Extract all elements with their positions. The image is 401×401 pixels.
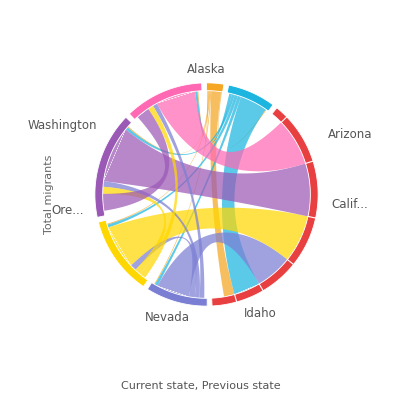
Polygon shape bbox=[103, 109, 169, 211]
Polygon shape bbox=[218, 92, 267, 148]
Polygon shape bbox=[128, 91, 209, 154]
Polygon shape bbox=[107, 95, 238, 228]
Text: Alaska: Alaska bbox=[187, 63, 226, 76]
Polygon shape bbox=[197, 91, 208, 143]
Polygon shape bbox=[103, 181, 200, 298]
Text: Current state, Previous state: Current state, Previous state bbox=[121, 381, 280, 391]
Polygon shape bbox=[212, 108, 318, 306]
Text: Nevada: Nevada bbox=[144, 310, 190, 324]
Polygon shape bbox=[140, 105, 178, 278]
Text: Washington: Washington bbox=[28, 119, 97, 132]
Text: Idaho: Idaho bbox=[244, 308, 277, 320]
Polygon shape bbox=[195, 91, 232, 144]
Polygon shape bbox=[131, 237, 196, 298]
Polygon shape bbox=[98, 220, 148, 287]
Polygon shape bbox=[108, 208, 308, 265]
Polygon shape bbox=[222, 97, 266, 294]
Polygon shape bbox=[207, 83, 224, 92]
Polygon shape bbox=[154, 91, 211, 285]
Polygon shape bbox=[227, 85, 273, 111]
Polygon shape bbox=[130, 83, 202, 119]
Polygon shape bbox=[103, 187, 166, 274]
Polygon shape bbox=[95, 117, 132, 217]
Text: Calif...: Calif... bbox=[331, 198, 368, 211]
Polygon shape bbox=[157, 91, 306, 171]
Polygon shape bbox=[158, 233, 288, 297]
Polygon shape bbox=[210, 91, 235, 297]
Polygon shape bbox=[155, 95, 241, 286]
Text: Arizona: Arizona bbox=[328, 128, 373, 141]
Polygon shape bbox=[126, 94, 235, 155]
Polygon shape bbox=[107, 91, 210, 225]
Polygon shape bbox=[153, 103, 205, 298]
Text: Ore...: Ore... bbox=[51, 204, 84, 217]
Polygon shape bbox=[103, 130, 310, 217]
Polygon shape bbox=[148, 283, 207, 306]
Text: Total migrants: Total migrants bbox=[44, 155, 54, 234]
